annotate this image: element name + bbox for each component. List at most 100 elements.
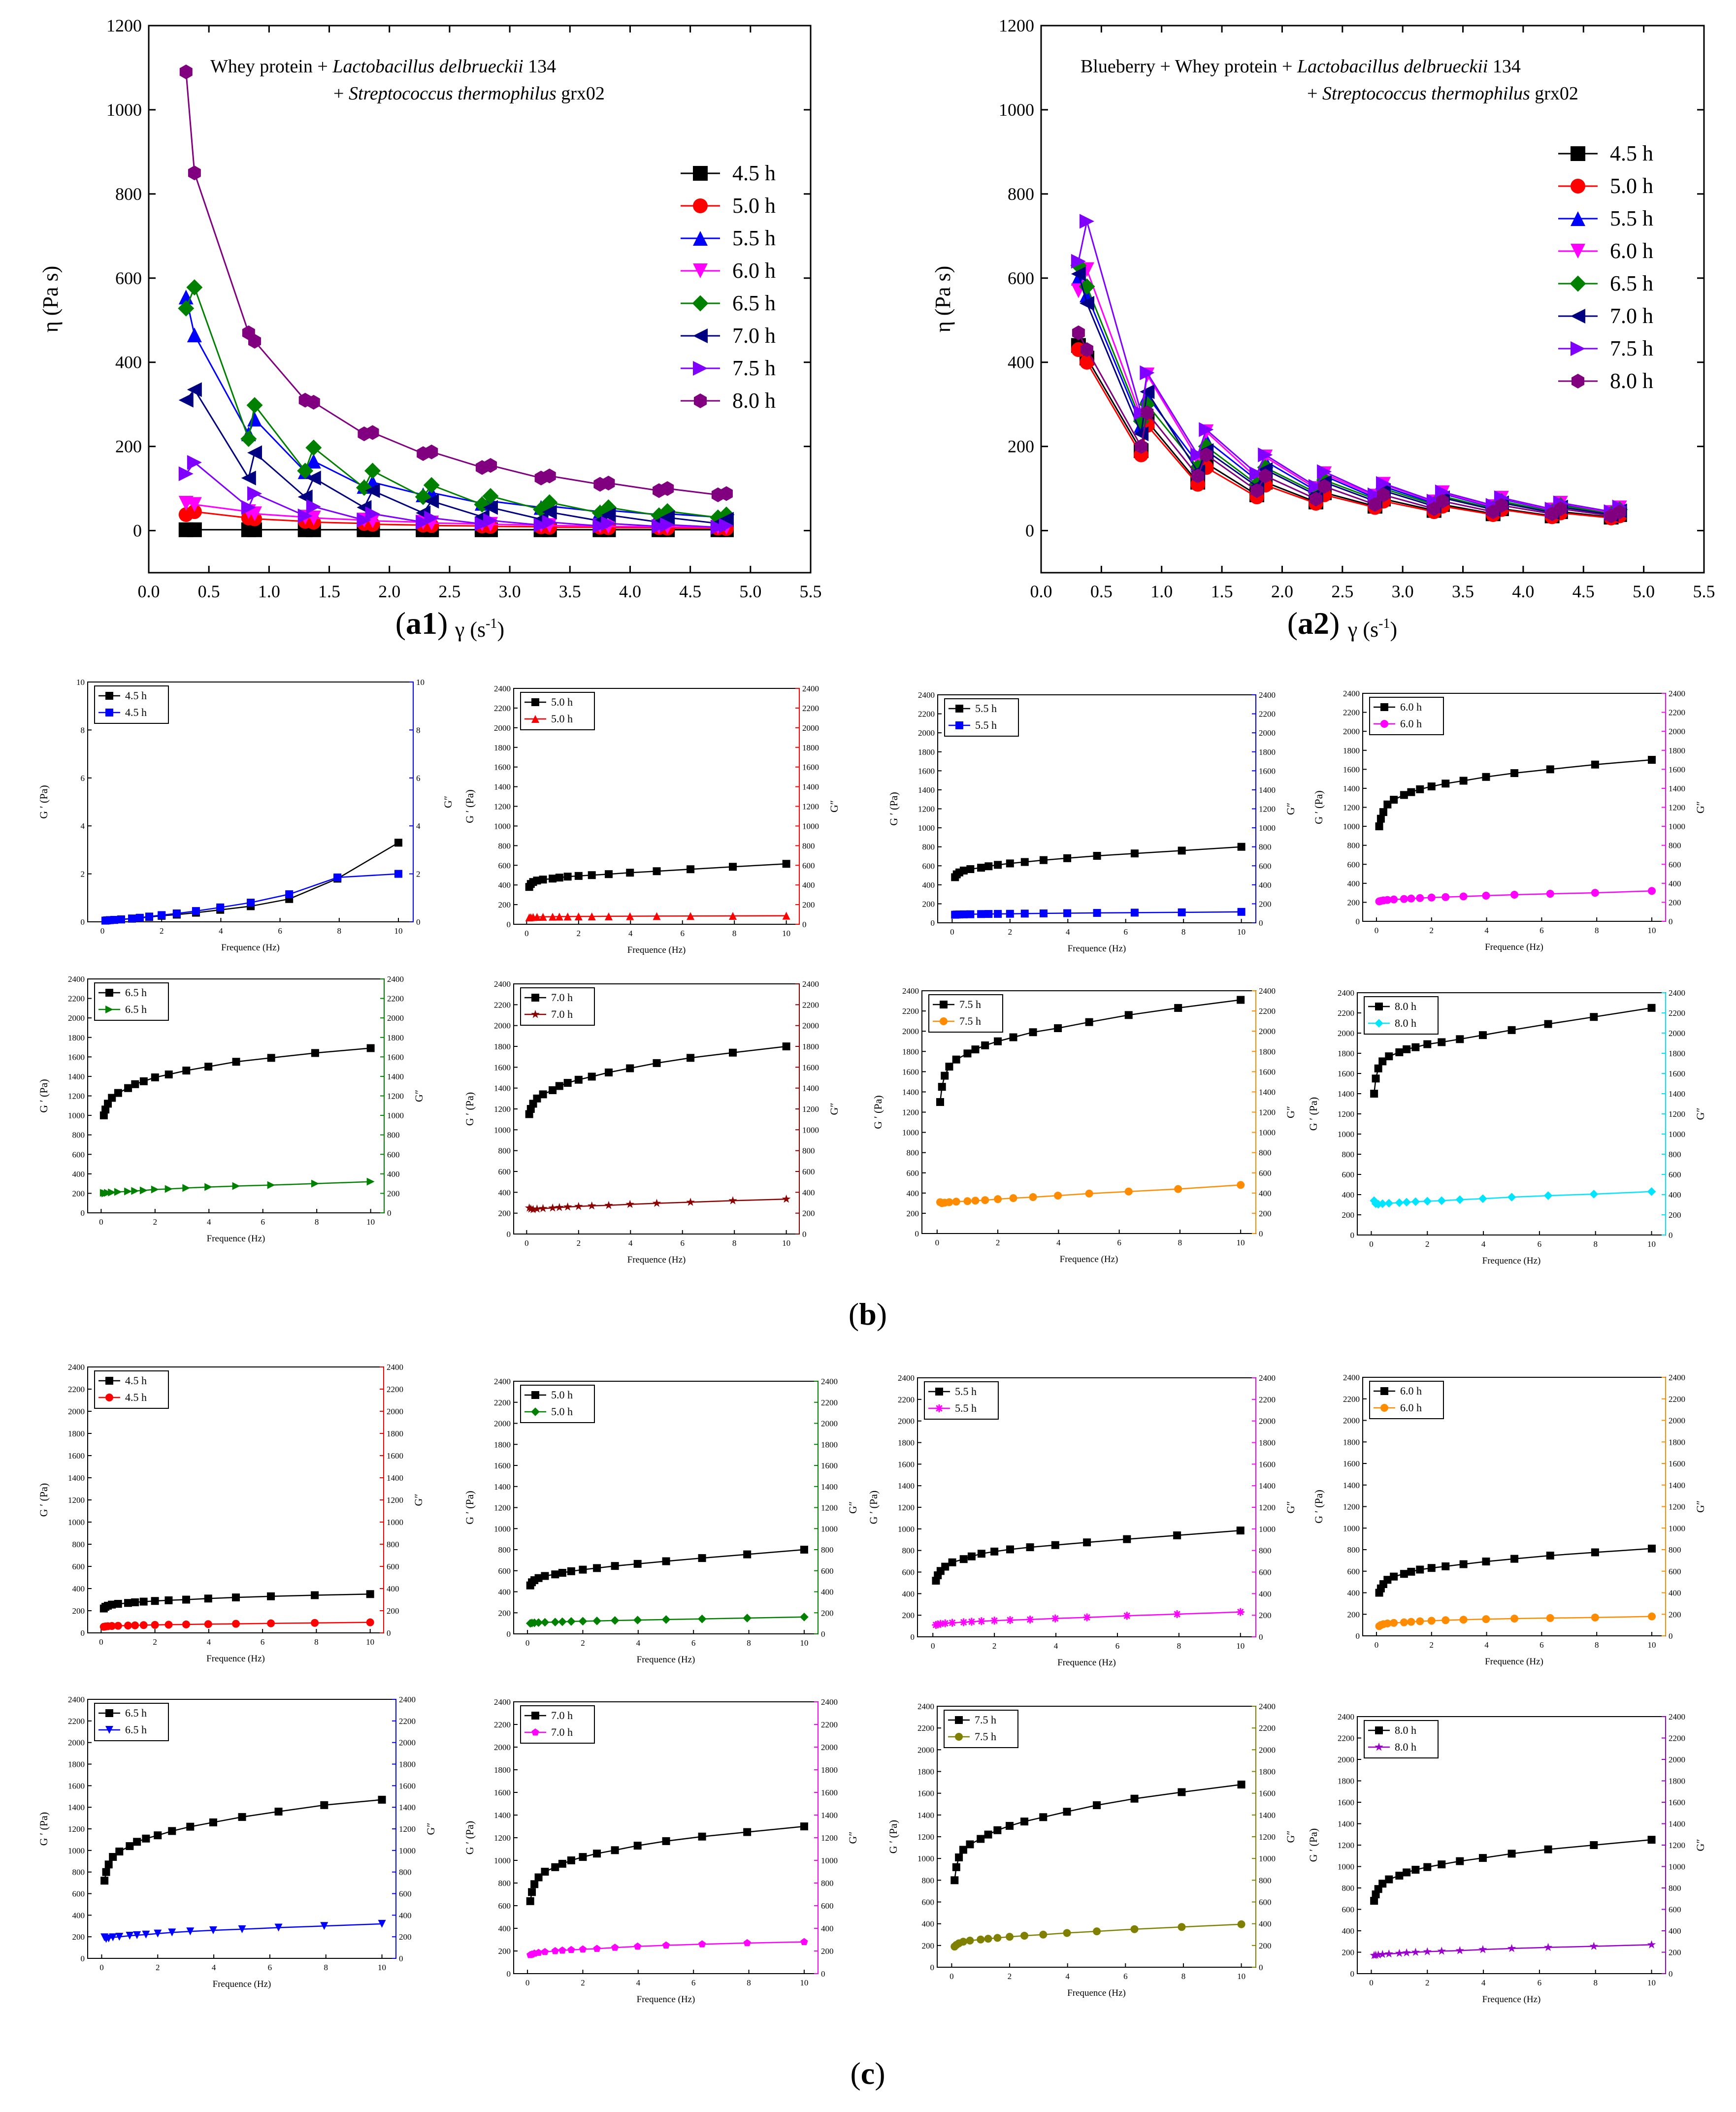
x-tick-label: 0 bbox=[99, 1963, 104, 1972]
x-tick-label: 5.0 bbox=[1633, 582, 1655, 601]
y2-tick-label: 2400 bbox=[1669, 1712, 1685, 1722]
y2-tick-label: 2200 bbox=[1259, 710, 1276, 719]
data-point bbox=[542, 515, 557, 530]
series-line bbox=[186, 502, 726, 528]
y-tick-label: 800 bbox=[1347, 841, 1360, 850]
x-tick-label: 0 bbox=[950, 1972, 954, 1981]
y2-tick-label: 2200 bbox=[1259, 1007, 1276, 1016]
x-tick-label: 1.0 bbox=[1150, 582, 1173, 601]
data-point bbox=[1063, 854, 1072, 862]
data-point bbox=[971, 1197, 980, 1205]
data-point bbox=[1368, 497, 1381, 512]
legend-label: 7.0 h bbox=[1610, 304, 1653, 328]
data-point bbox=[1510, 769, 1519, 778]
data-point bbox=[1441, 780, 1450, 788]
y-tick-label: 200 bbox=[498, 1209, 511, 1218]
y2-tick-label: 800 bbox=[1259, 1546, 1272, 1556]
series-line bbox=[185, 461, 727, 528]
x-tick-label: 1.5 bbox=[1211, 582, 1233, 601]
legend-label: 5.0 h bbox=[1610, 174, 1653, 198]
data-point bbox=[542, 504, 557, 520]
y-tick-label: 200 bbox=[1347, 1610, 1360, 1619]
x-tick-label: 10 bbox=[1647, 1978, 1656, 1987]
y-tick-label: 2000 bbox=[917, 1745, 934, 1755]
x-tick-label: 4 bbox=[219, 926, 223, 936]
y-tick-label: 0 bbox=[1350, 1969, 1355, 1979]
y2-tick-label: 1400 bbox=[1669, 1820, 1685, 1829]
data-point bbox=[1438, 1860, 1446, 1869]
data-point bbox=[1546, 765, 1554, 774]
y2-tick-label: 600 bbox=[1669, 860, 1681, 869]
x-tick-label: 8 bbox=[1593, 1239, 1598, 1249]
data-point bbox=[610, 1616, 620, 1625]
y-tick-label: 800 bbox=[72, 1131, 85, 1140]
legend-marker bbox=[693, 361, 708, 376]
y-tick-label: 1200 bbox=[1338, 1841, 1354, 1850]
y-tick-label: 1800 bbox=[494, 1440, 511, 1449]
y-tick-label: 800 bbox=[72, 1868, 85, 1877]
y2-tick-label: 200 bbox=[1259, 899, 1272, 909]
data-point bbox=[555, 912, 563, 921]
data-point bbox=[320, 1801, 328, 1809]
data-point bbox=[204, 1594, 212, 1603]
data-point bbox=[1510, 1615, 1519, 1623]
y-tick-label: 2400 bbox=[1338, 1712, 1354, 1722]
data-point bbox=[1590, 1013, 1598, 1021]
data-point bbox=[1648, 887, 1656, 895]
legend-marker bbox=[531, 1407, 540, 1416]
data-point bbox=[540, 1618, 550, 1627]
x-tick-label: 5.5 bbox=[800, 582, 822, 601]
legend-label: 6.0 h bbox=[1400, 717, 1422, 730]
data-point bbox=[950, 1876, 959, 1885]
x-tick-label: 10 bbox=[1648, 926, 1656, 935]
x-tick-label: 2 bbox=[1430, 926, 1434, 935]
data-point bbox=[114, 1188, 122, 1196]
data-point bbox=[1554, 501, 1567, 517]
data-point bbox=[528, 1888, 536, 1896]
data-point bbox=[1507, 1193, 1516, 1202]
y2-tick-label: 400 bbox=[802, 1188, 815, 1197]
data-point bbox=[729, 912, 737, 920]
data-point bbox=[633, 1842, 642, 1850]
x-axis-label: Frequence (Hz) bbox=[1485, 942, 1543, 952]
data-point bbox=[154, 1831, 162, 1840]
x-tick-label: 2 bbox=[160, 926, 164, 936]
data-point bbox=[963, 1049, 972, 1058]
legend: 4.5 h 5.0 h 5.5 h 6.0 h 6.5 h 7.0 h 7.5 h 8.0 h bbox=[1558, 141, 1653, 393]
data-point bbox=[1390, 796, 1398, 804]
x-tick-label: 4 bbox=[1481, 1978, 1486, 1987]
data-point bbox=[1020, 858, 1029, 866]
y2-tick-label: 400 bbox=[1259, 880, 1272, 890]
legend-label: 4.5 h bbox=[125, 706, 147, 718]
y-tick-label: 400 bbox=[1342, 1190, 1355, 1200]
series-4.5 h-left bbox=[99, 1590, 374, 1613]
data-point bbox=[108, 1600, 116, 1609]
data-point bbox=[593, 1945, 601, 1952]
data-point bbox=[483, 513, 498, 528]
legend-label: 8.0 h bbox=[732, 389, 776, 413]
data-point bbox=[528, 1205, 538, 1213]
data-point bbox=[1510, 1555, 1519, 1563]
series-line bbox=[939, 999, 1241, 1103]
legend-label: 7.5 h bbox=[959, 1015, 981, 1027]
legend: 7.5 h 7.5 h bbox=[928, 994, 1003, 1033]
data-point bbox=[653, 912, 661, 920]
data-point bbox=[1237, 1781, 1245, 1788]
data-point bbox=[984, 862, 993, 871]
data-point bbox=[534, 1574, 543, 1582]
data-point bbox=[1258, 447, 1273, 462]
data-point bbox=[971, 1045, 980, 1054]
y-tick-label: 1000 bbox=[494, 1524, 511, 1533]
legend-label: 6.5 h bbox=[732, 291, 776, 315]
data-point bbox=[1372, 1074, 1380, 1083]
data-point bbox=[551, 1570, 559, 1579]
y2-tick-label: 1400 bbox=[1259, 785, 1276, 795]
y-tick-label: 800 bbox=[1342, 1884, 1355, 1893]
x-tick-label: 2 bbox=[153, 1637, 157, 1647]
data-point bbox=[267, 1181, 275, 1189]
data-point bbox=[311, 1049, 319, 1057]
data-point bbox=[743, 1614, 752, 1623]
y2-tick-label: 2000 bbox=[387, 1013, 404, 1023]
